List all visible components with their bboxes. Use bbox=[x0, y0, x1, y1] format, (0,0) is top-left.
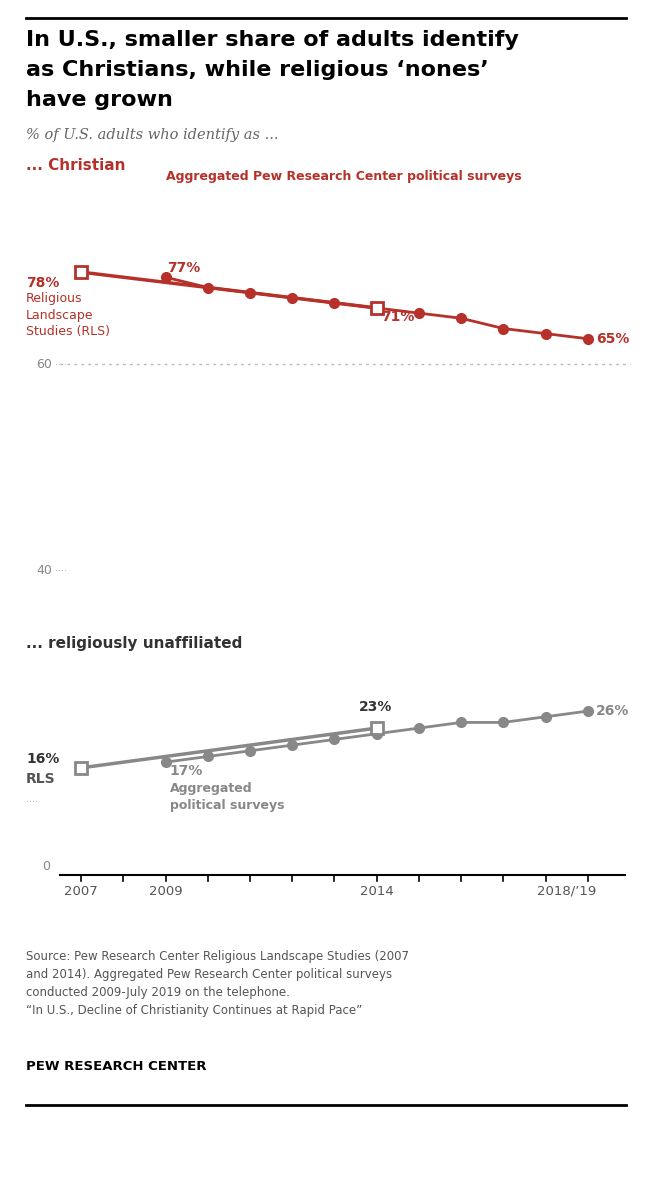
Text: ····: ···· bbox=[55, 566, 67, 576]
Text: % of U.S. adults who identify as ...: % of U.S. adults who identify as ... bbox=[26, 128, 278, 142]
Text: 2014: 2014 bbox=[360, 886, 394, 898]
Text: 60: 60 bbox=[36, 358, 52, 371]
Text: 16%: 16% bbox=[26, 752, 59, 766]
Text: Aggregated
political surveys: Aggregated political surveys bbox=[170, 782, 284, 811]
Text: 23%: 23% bbox=[359, 700, 392, 714]
Text: 71%: 71% bbox=[381, 310, 414, 324]
Text: ... Christian: ... Christian bbox=[26, 158, 125, 173]
Text: ····: ···· bbox=[55, 360, 67, 371]
Text: as Christians, while religious ‘nones’: as Christians, while religious ‘nones’ bbox=[26, 60, 489, 80]
Text: 17%: 17% bbox=[170, 764, 203, 778]
Text: 26%: 26% bbox=[596, 704, 629, 718]
Text: 78%: 78% bbox=[26, 276, 59, 290]
Text: 2007: 2007 bbox=[65, 886, 98, 898]
Text: RLS: RLS bbox=[26, 772, 55, 786]
Text: 77%: 77% bbox=[168, 262, 201, 275]
Text: Aggregated Pew Research Center political surveys: Aggregated Pew Research Center political… bbox=[166, 170, 521, 182]
Text: 0: 0 bbox=[42, 860, 50, 874]
Text: ····: ···· bbox=[26, 797, 38, 806]
Text: In U.S., smaller share of adults identify: In U.S., smaller share of adults identif… bbox=[26, 30, 519, 50]
Text: PEW RESEARCH CENTER: PEW RESEARCH CENTER bbox=[26, 1060, 207, 1073]
Text: 2009: 2009 bbox=[149, 886, 183, 898]
Text: ... religiously unaffiliated: ... religiously unaffiliated bbox=[26, 636, 243, 650]
Text: 40: 40 bbox=[36, 564, 52, 576]
Text: have grown: have grown bbox=[26, 90, 173, 110]
Text: 65%: 65% bbox=[596, 331, 629, 346]
Text: 2018/’19: 2018/’19 bbox=[537, 886, 597, 898]
Text: Source: Pew Research Center Religious Landscape Studies (2007
and 2014). Aggrega: Source: Pew Research Center Religious La… bbox=[26, 950, 409, 1018]
Text: Religious
Landscape
Studies (RLS): Religious Landscape Studies (RLS) bbox=[26, 292, 110, 338]
